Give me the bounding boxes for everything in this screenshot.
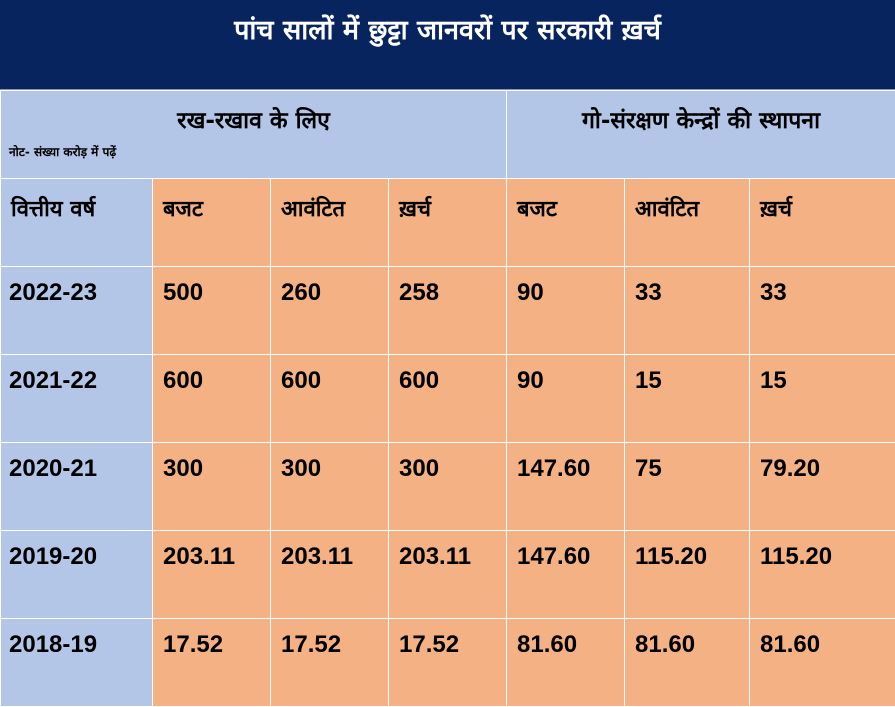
table-cell: 600 [389,355,507,443]
table-cell: 300 [271,443,389,531]
table-cell: 17.52 [389,619,507,707]
column-header-row: वित्तीय वर्ष बजट आवंटित ख़र्च बजट आवंटित… [1,179,895,267]
table-row: 2018-19 17.52 17.52 17.52 81.60 81.60 81… [1,619,895,707]
table-cell: 500 [153,267,271,355]
expenditure-table: रख-रखाव के लिए नोट- संख्या करोड़ में पढ़… [0,90,895,707]
table-cell: 147.60 [507,443,625,531]
table-cell: 600 [271,355,389,443]
group-label-shelters: गो-संरक्षण केन्द्रों की स्थापना [507,103,895,135]
table-cell: 600 [153,355,271,443]
table-cell: 115.20 [750,531,895,619]
column-header-allotted: आवंटित [625,179,750,267]
table-cell: 90 [507,267,625,355]
table-cell: 300 [153,443,271,531]
table-cell: 15 [625,355,750,443]
table-cell: 203.11 [153,531,271,619]
year-cell: 2020-21 [1,443,153,531]
column-header-spent: ख़र्च [389,179,507,267]
table-cell: 147.60 [507,531,625,619]
table-row: 2022-23 500 260 258 90 33 33 [1,267,895,355]
table-cell: 17.52 [271,619,389,707]
table-cell: 81.60 [750,619,895,707]
table-cell: 33 [750,267,895,355]
group-header-shelters: गो-संरक्षण केन्द्रों की स्थापना [507,91,895,179]
title-bar: पांच सालों में छुट्टा जानवरों पर सरकारी … [0,0,895,90]
table-cell: 203.11 [389,531,507,619]
column-header-budget: बजट [507,179,625,267]
year-cell: 2021-22 [1,355,153,443]
unit-note: नोट- संख्या करोड़ में पढ़ें [9,143,116,160]
table-cell: 203.11 [271,531,389,619]
table-row: 2021-22 600 600 600 90 15 15 [1,355,895,443]
table-cell: 115.20 [625,531,750,619]
page-title: पांच सालों में छुट्टा जानवरों पर सरकारी … [0,10,895,47]
table-cell: 33 [625,267,750,355]
group-label-maintenance: रख-रखाव के लिए [1,103,506,135]
column-header-budget: बजट [153,179,271,267]
column-header-allotted: आवंटित [271,179,389,267]
year-cell: 2022-23 [1,267,153,355]
table-cell: 300 [389,443,507,531]
column-header-spent: ख़र्च [750,179,895,267]
year-cell: 2019-20 [1,531,153,619]
group-header-maintenance: रख-रखाव के लिए नोट- संख्या करोड़ में पढ़… [1,91,507,179]
table-cell: 79.20 [750,443,895,531]
table-cell: 81.60 [625,619,750,707]
table-row: 2019-20 203.11 203.11 203.11 147.60 115.… [1,531,895,619]
table-cell: 90 [507,355,625,443]
table-cell: 81.60 [507,619,625,707]
table-cell: 258 [389,267,507,355]
column-header-year: वित्तीय वर्ष [1,179,153,267]
table-cell: 17.52 [153,619,271,707]
table-cell: 75 [625,443,750,531]
table-cell: 15 [750,355,895,443]
year-cell: 2018-19 [1,619,153,707]
infographic: पांच सालों में छुट्टा जानवरों पर सरकारी … [0,0,895,688]
table-row: 2020-21 300 300 300 147.60 75 79.20 [1,443,895,531]
table-cell: 260 [271,267,389,355]
